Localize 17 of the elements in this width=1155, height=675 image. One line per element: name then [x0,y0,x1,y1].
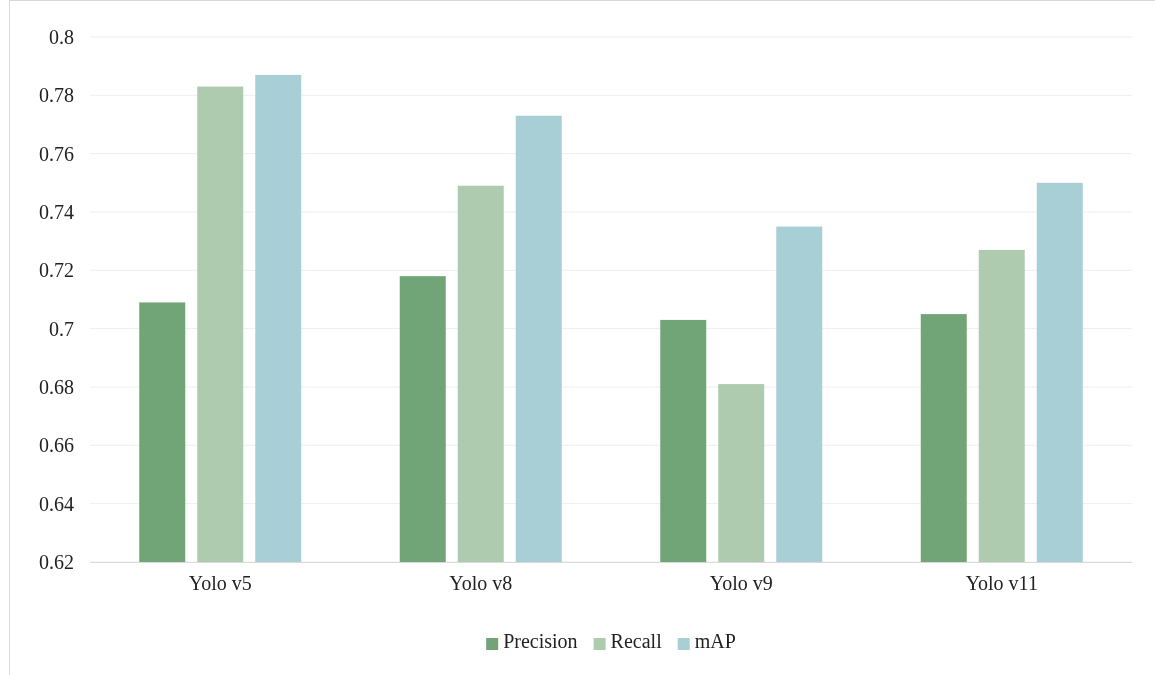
y-tick-label: 0.72 [39,259,74,282]
x-tick-label: Yolo v8 [449,572,513,595]
legend-label: Recall [610,630,663,652]
y-tick-label: 0.8 [49,25,74,48]
legend-label: mAP [694,630,736,652]
y-tick-label: 0.62 [39,550,74,573]
x-tick-label: Yolo v11 [965,572,1038,595]
y-tick-label: 0.74 [39,200,74,223]
legend-label: Precision [503,630,578,652]
x-tick-label: Yolo v9 [709,572,773,595]
y-tick-label: 0.76 [39,142,74,165]
y-tick-label: 0.66 [39,434,74,457]
x-tick-label: Yolo v5 [188,572,252,595]
y-tick-label: 0.7 [49,317,74,340]
y-tick-label: 0.68 [39,375,74,398]
y-tick-label: 0.78 [39,84,74,107]
y-tick-label: 0.64 [39,492,74,515]
